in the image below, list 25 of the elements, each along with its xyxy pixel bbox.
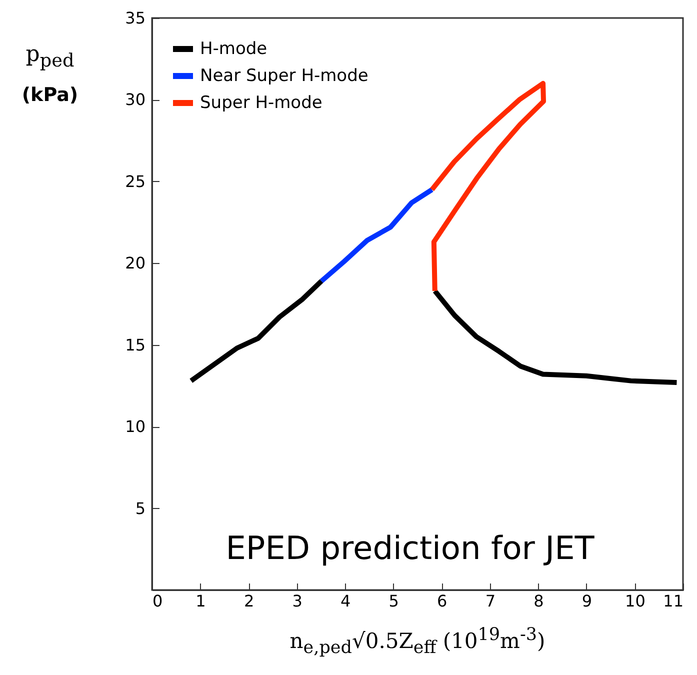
x-tick-label: 2	[244, 592, 254, 610]
x-tick-label: 7	[485, 592, 496, 610]
annotation: EPED prediction for JET	[226, 529, 595, 567]
y-tick-label: 15	[125, 335, 146, 354]
legend-label: Super H-mode	[200, 93, 322, 113]
x-tick-label: 0	[152, 592, 163, 610]
y-tick-label: 25	[125, 172, 146, 191]
x-tick-label: 11	[663, 592, 684, 610]
x-tick-label: 5	[388, 592, 399, 610]
x-tick-label: 4	[340, 592, 351, 610]
y-tick-label: 10	[125, 417, 146, 436]
x-tick-label: 10	[625, 592, 646, 610]
y-tick-label: 20	[125, 254, 146, 273]
legend-label: H-mode	[200, 39, 268, 59]
y-tick-label: 30	[125, 90, 146, 110]
y-tick-label: 5	[135, 498, 146, 518]
x-tick-label: 9	[582, 592, 592, 610]
legend-label: Near Super H-mode	[200, 66, 368, 86]
x-tick-label: 3	[292, 592, 302, 610]
x-tick-label: 6	[437, 592, 448, 610]
y-axis-title: p$_{ped}$ (kPa)	[20, 41, 80, 108]
y-tick-label: 35	[125, 8, 146, 28]
x-tick-label: 8	[534, 592, 544, 610]
x-tick-label: 1	[196, 592, 206, 610]
text: n$_{e,ped}$√0.5Z$_{eff}$ (10$^{19}$m$^{-3}$)	[290, 625, 546, 658]
